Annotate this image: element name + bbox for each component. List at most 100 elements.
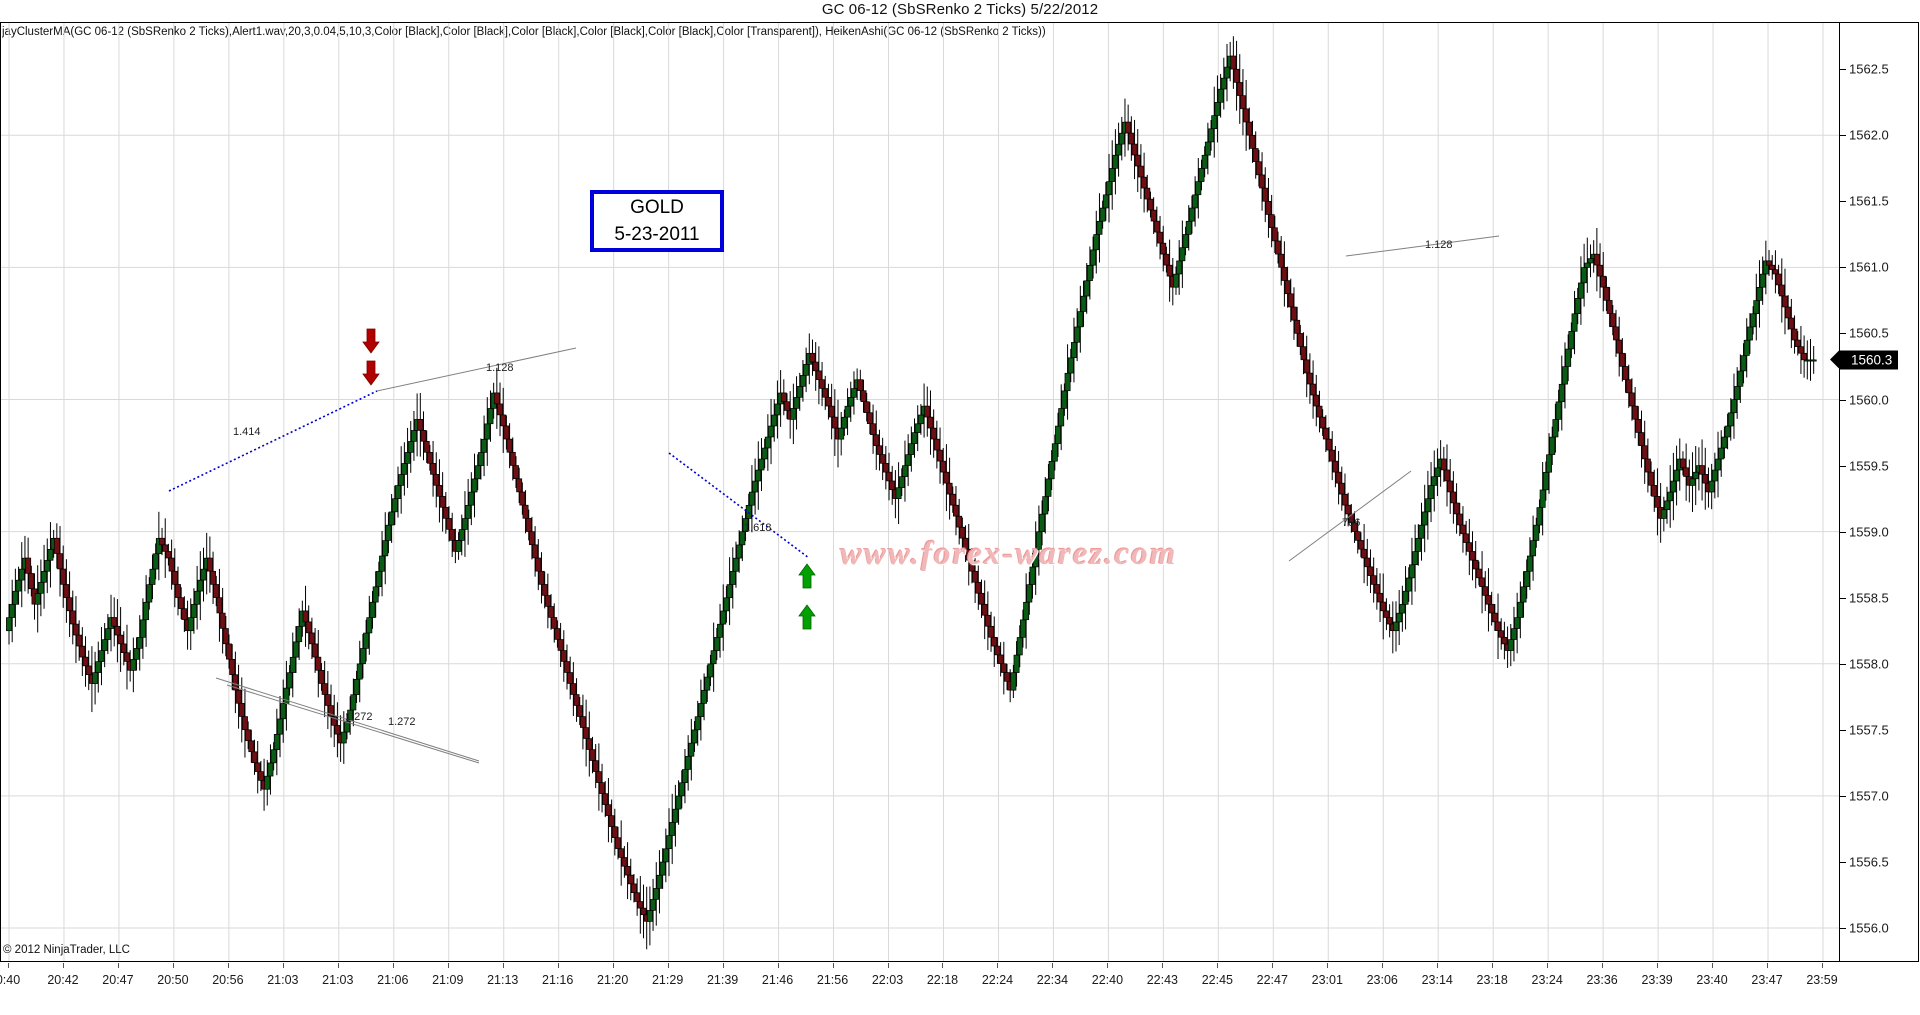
candle-body [634,892,641,902]
candle-body [1144,187,1151,200]
sell-signal-arrow[interactable] [362,328,380,354]
candle-body [1137,165,1144,178]
price-axis-label: 1558.5 [1849,590,1889,606]
candle-body [395,485,401,499]
candle-body [1794,339,1801,347]
candle-body [1648,471,1655,486]
candle-body [1316,405,1323,418]
candle-body [334,725,341,735]
last-price-marker: 1560.3 [1829,350,1899,370]
candle-body [168,557,175,572]
candle-body [506,438,513,453]
fib-ratio-label: 1.272 [345,711,373,723]
candle-body [956,515,963,528]
candle-body [1357,540,1364,550]
candle-body [509,452,516,466]
candle-body [1689,478,1696,486]
candle-body [213,584,220,598]
candle-body [525,518,532,532]
candle-body [404,452,411,464]
candle-body [293,641,299,658]
price-axis[interactable]: 1562.5 1562.0 1561.5 1561.0 1560.5 1560.0 1559… [1829,23,1919,961]
candle-body [1026,584,1033,603]
candle-body [328,705,334,717]
candle-body [701,689,708,704]
candle-body [344,720,350,733]
candle-body [1746,326,1753,341]
candle-body [82,656,89,667]
candle-body [318,670,325,684]
buy-signal-arrow[interactable] [798,604,816,630]
candle-body [640,907,647,916]
candle-body [1013,654,1020,673]
price-plot-area[interactable]: 1.414 1.128 1.272 1.272 1.618 1.128 786 [1,23,1839,961]
candle-body [1775,273,1782,286]
candle-body [187,617,194,632]
candle-body [720,610,727,625]
candle-body [1173,273,1179,288]
candle-body [63,584,70,598]
candle-body [573,694,580,706]
time-axis-tick [942,963,944,968]
candle-body [1032,549,1039,568]
candle-body [449,529,456,541]
candle-body [321,683,328,695]
candle-body [280,703,287,720]
candle-body [1233,68,1240,83]
candle-body [493,392,500,405]
candle-body [822,388,829,398]
candle-body [264,775,271,790]
candle-body [468,491,475,506]
candle-body [532,544,539,559]
time-axis-tick [1767,963,1769,968]
candle-body [44,560,51,572]
candle-body [101,639,108,651]
fib-ratio-label: 1.128 [1425,239,1453,251]
candle-body [940,460,947,473]
candle-body [251,751,258,764]
candle-body [927,416,934,429]
candle-body [1450,491,1457,504]
candle-body [1131,143,1138,156]
price-axis-tick [1840,201,1846,203]
candle-body [682,769,688,783]
buy-signal-arrow[interactable] [798,563,816,589]
price-axis-label: 1562.5 [1849,61,1889,77]
candle-body [25,557,32,574]
candle-body [458,529,465,541]
candle-body [611,826,618,838]
candle-body [1348,513,1355,524]
candle-body [1498,630,1505,638]
candle-body [1179,247,1186,262]
candle-body [60,568,67,585]
candle-body [1000,663,1007,673]
candle-body [57,553,63,570]
price-axis-tick [1840,267,1846,269]
candle-body [917,414,924,425]
time-axis[interactable]: 0:40 20:42 20:47 20:50 20:56 21:03 21:03 21:06 2… [0,963,1839,995]
candle-body [1080,295,1087,312]
candle-body [1281,267,1288,281]
candle-body [442,507,449,519]
candle-body [1517,601,1524,618]
candle-body [752,480,759,493]
candle-body [656,874,663,889]
gold-annotation-box[interactable]: GOLD 5-23-2011 [590,190,724,252]
candle-body [1402,590,1409,605]
time-axis-label: 22:45 [1201,973,1233,987]
candle-body [1581,267,1588,284]
candle-body [844,405,851,418]
candle-body [793,397,800,409]
candle-body [331,716,338,726]
candle-body [152,553,159,570]
candle-body [685,756,692,770]
candle-body [73,623,79,636]
time-axis-tick [997,963,999,968]
time-axis-tick [1437,963,1439,968]
candle-body [1157,231,1163,244]
fib-ratio-label: 786 [1342,517,1360,529]
candle-body [1042,496,1049,515]
sell-signal-arrow[interactable] [362,360,380,386]
price-plot-svg: 1.414 1.128 1.272 1.272 1.618 1.128 786 [1,23,1839,961]
candle-body [226,643,232,660]
